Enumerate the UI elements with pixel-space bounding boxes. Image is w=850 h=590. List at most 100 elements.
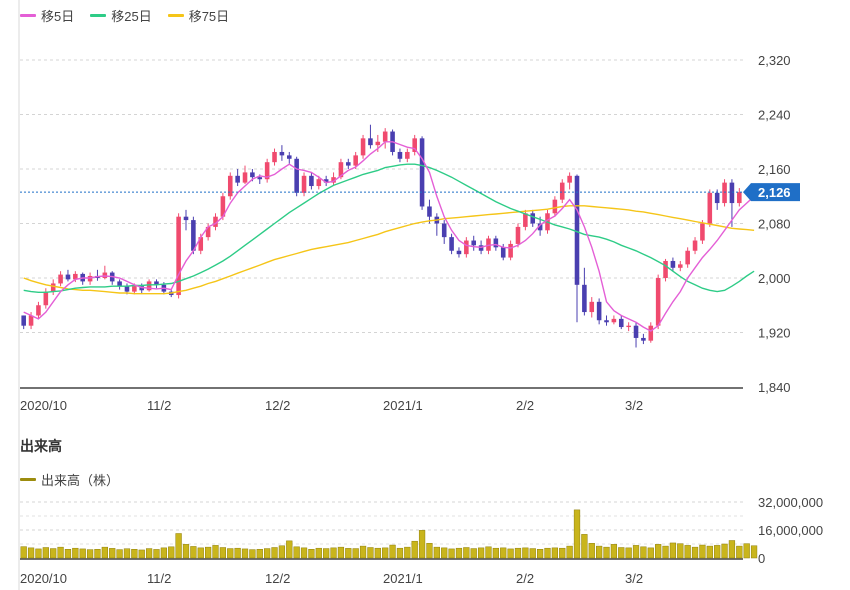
- volume-bar: [101, 546, 108, 559]
- volume-bar: [286, 540, 293, 559]
- legend-item-ma5[interactable]: 移5日: [20, 6, 74, 25]
- volume-bar: [736, 545, 743, 559]
- candle-body: [368, 138, 373, 146]
- volume-bar: [278, 545, 286, 559]
- volume-bar: [145, 548, 153, 559]
- candle-body: [102, 272, 108, 278]
- volume-bar: [743, 543, 750, 559]
- current-price-label: 2,126: [758, 185, 791, 200]
- volume-bar: [249, 549, 256, 559]
- candle-body: [316, 179, 322, 187]
- candle-body: [604, 320, 609, 323]
- candle-body: [235, 175, 240, 183]
- candle-body: [405, 151, 410, 159]
- candle-body: [515, 226, 521, 244]
- candle-body: [154, 281, 159, 285]
- volume-bar: [492, 547, 499, 559]
- candle-body: [537, 223, 543, 231]
- volume-bar: [27, 547, 35, 559]
- candle-body: [21, 315, 26, 326]
- volume-bar: [485, 546, 492, 559]
- candle-body: [464, 240, 469, 255]
- candle-body: [382, 131, 388, 142]
- legend-label-ma5: 移5日: [41, 9, 75, 24]
- volume-bar: [315, 547, 322, 559]
- candle-body: [132, 286, 137, 292]
- volume-bar: [374, 547, 381, 559]
- volume-bar: [300, 547, 308, 559]
- candle-body: [323, 179, 329, 183]
- volume-bar: [175, 533, 182, 559]
- candle-body: [176, 216, 181, 296]
- volume-bar: [35, 548, 42, 559]
- candle-body: [500, 247, 506, 258]
- volume-legend[interactable]: 出来高（株）: [20, 470, 119, 489]
- price-x-tick-label: 2/2: [516, 398, 534, 413]
- candle-body: [294, 158, 299, 193]
- candle-body: [309, 175, 314, 187]
- volume-bar: [500, 547, 507, 559]
- candle-body: [205, 226, 211, 238]
- volume-bar: [271, 547, 278, 559]
- volume-bar: [308, 549, 315, 559]
- volume-bar: [544, 547, 551, 559]
- volume-title: 出来高: [20, 438, 62, 454]
- volume-legend-label: 出来高（株）: [41, 473, 120, 488]
- price-y-tick-label: 1,840: [758, 380, 791, 395]
- volume-bar: [559, 547, 566, 559]
- candle-body: [611, 318, 617, 323]
- candle-body: [338, 162, 344, 178]
- ma5-line: [23, 141, 755, 332]
- candle-body: [213, 216, 218, 227]
- legend-item-ma75[interactable]: 移75日: [167, 6, 229, 25]
- volume-bar: [264, 548, 271, 559]
- candle-body: [493, 238, 499, 248]
- candle-body: [28, 315, 34, 326]
- volume-bar: [160, 547, 167, 559]
- candle-body: [331, 177, 336, 183]
- volume-bar: [640, 546, 647, 559]
- price-y-tick-label: 2,000: [758, 271, 791, 286]
- volume-x-tick-label: 11/2: [147, 571, 171, 586]
- candle-body: [250, 172, 255, 178]
- candle-body: [73, 273, 78, 280]
- candle-body: [360, 138, 366, 156]
- volume-bar: [448, 548, 455, 559]
- legend-item-ma25[interactable]: 移25日: [90, 6, 152, 25]
- volume-bar: [514, 547, 522, 559]
- volume-bar: [655, 544, 662, 559]
- volume-bar: [293, 546, 300, 559]
- candle-body: [456, 250, 462, 255]
- candle-body: [183, 216, 189, 221]
- candle-body: [648, 325, 654, 341]
- volume-bar: [662, 545, 669, 559]
- candle-body: [117, 281, 122, 287]
- volume-x-tick-label: 2021/1: [383, 571, 423, 586]
- volume-bar: [94, 549, 101, 559]
- candle-body: [412, 138, 417, 152]
- volume-bar: [212, 545, 219, 559]
- ma75-swatch: [167, 14, 184, 17]
- candle-body: [397, 151, 403, 159]
- volume-x-tick-label: 3/2: [625, 571, 643, 586]
- price-y-tick-label: 2,160: [758, 162, 791, 177]
- candle-body: [523, 213, 528, 227]
- candle-body: [257, 177, 263, 180]
- volume-bar: [669, 542, 677, 559]
- volume-y-tick-label: 32,000,000: [758, 495, 823, 510]
- candle-body: [191, 220, 196, 251]
- candle-body: [737, 192, 742, 204]
- ma5-swatch: [20, 14, 36, 17]
- candle-body: [58, 274, 63, 284]
- candle-body: [471, 240, 477, 246]
- volume-bar: [441, 547, 448, 559]
- current-price-badge: [743, 183, 800, 202]
- volume-bar: [116, 549, 123, 559]
- candle-body: [618, 318, 624, 328]
- volume-bar: [536, 549, 544, 559]
- price-x-tick-label: 2020/10: [20, 398, 67, 413]
- candle-body: [633, 325, 639, 338]
- candle-body: [220, 196, 226, 217]
- volume-bar: [610, 544, 618, 559]
